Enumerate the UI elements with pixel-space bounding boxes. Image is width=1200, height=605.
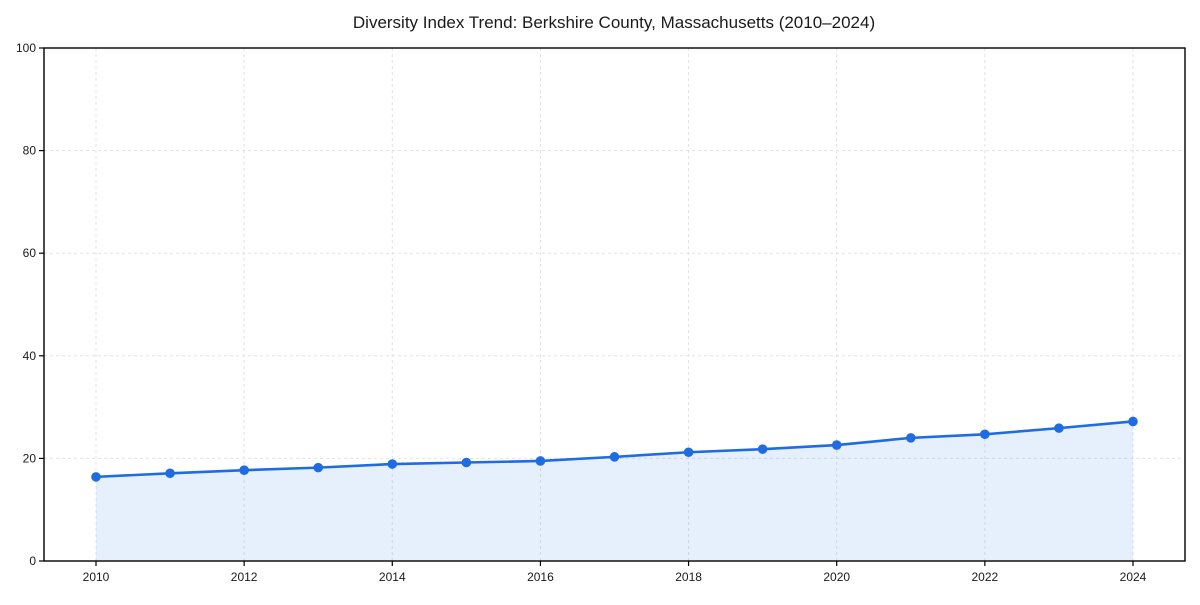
data-point-2023 — [1054, 423, 1064, 433]
x-tick-label: 2018 — [675, 570, 702, 584]
x-tick-label: 2010 — [83, 570, 110, 584]
data-point-2011 — [165, 468, 175, 479]
chart-title: Diversity Index Trend: Berkshire County,… — [353, 13, 875, 32]
y-tick-label: 20 — [23, 451, 37, 465]
x-tick-label: 2022 — [972, 570, 999, 584]
data-point-2017 — [609, 452, 620, 462]
data-point-2018 — [683, 447, 694, 458]
y-tick-label: 0 — [29, 554, 36, 568]
axis-layer: 2010 2012 2014 2016 2018 2020 2022 2024 0 20 40 60 8… — [16, 41, 1186, 584]
data-point-2014 — [387, 459, 398, 469]
x-tick-label: 2020 — [823, 570, 850, 584]
data-point-2020 — [831, 440, 842, 450]
plot-border — [43, 47, 1186, 562]
data-point-2021 — [905, 433, 916, 443]
data-point-2022 — [980, 429, 990, 440]
x-tick-label: 2016 — [527, 570, 554, 584]
data-point-2012 — [239, 465, 249, 475]
data-point-2013 — [313, 462, 324, 473]
y-tick-label: 60 — [23, 246, 37, 260]
y-tick-label: 40 — [23, 349, 37, 363]
data-layer — [91, 416, 1138, 561]
data-point-2019 — [757, 444, 768, 454]
data-point-2024 — [1128, 416, 1138, 427]
y-tick-label: 80 — [23, 144, 37, 158]
y-tick-label: 100 — [16, 41, 36, 55]
data-point-2016 — [535, 456, 546, 466]
data-point-2010 — [91, 472, 101, 482]
x-tick-label: 2014 — [379, 570, 406, 584]
x-tick-label: 2012 — [231, 570, 258, 584]
area-fill — [96, 421, 1133, 561]
data-point-2015 — [461, 457, 472, 468]
x-tick-label: 2024 — [1120, 570, 1147, 584]
